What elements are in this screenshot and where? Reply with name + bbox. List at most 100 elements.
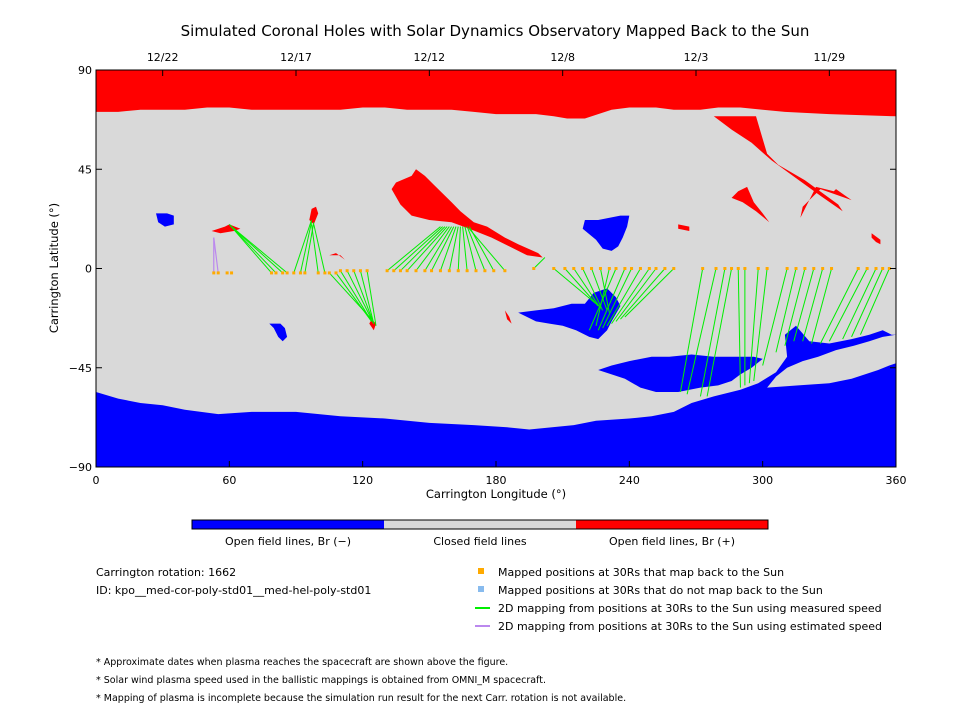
region-positive-9 xyxy=(504,310,512,324)
measured-mapping-line-55 xyxy=(762,268,788,366)
mapped-point-11 xyxy=(316,271,320,275)
measured-mapping-line-30 xyxy=(468,228,506,272)
mapped-point-14 xyxy=(334,271,338,275)
measured-mapping-line-13 xyxy=(353,270,375,324)
mapped-point-12 xyxy=(323,271,327,275)
mapped-point-38 xyxy=(572,267,576,270)
measured-mapping-line-37 xyxy=(599,268,610,313)
measured-mapping-line-0 xyxy=(228,224,272,274)
mapped-point-20 xyxy=(385,269,389,273)
legend-unmapped-label: Mapped positions at 30Rs that do not map… xyxy=(498,584,823,597)
measured-mapping-line-43 xyxy=(611,268,650,324)
region-positive-1 xyxy=(713,116,843,212)
mapped-point-39 xyxy=(581,267,585,270)
measured-mapping-line-24 xyxy=(448,226,459,271)
measured-mapping-line-26 xyxy=(462,226,468,271)
region-negative-13 xyxy=(598,354,763,392)
measured-mapping-line-34 xyxy=(573,268,601,309)
region-negative-16 xyxy=(582,215,630,251)
measured-mapping-line-53 xyxy=(748,268,759,384)
measured-mapping-line-32 xyxy=(553,268,597,305)
mapped-point-47 xyxy=(647,267,651,270)
mapped-point-27 xyxy=(438,269,442,273)
colorbar-label-closed: Closed field lines xyxy=(433,535,527,548)
mapped-point-63 xyxy=(821,267,825,270)
mapped-point-54 xyxy=(730,267,734,270)
y-tick-label-3: 45 xyxy=(78,163,92,176)
carrington-rotation-text: Carrington rotation: 1662 xyxy=(96,566,236,579)
mapped-point-8 xyxy=(292,271,296,275)
measured-mapping-line-4 xyxy=(293,219,313,274)
mapped-point-4 xyxy=(270,271,274,275)
measured-mapping-line-16 xyxy=(386,226,441,272)
mapped-point-68 xyxy=(881,267,885,270)
measured-mapping-line-35 xyxy=(582,268,604,311)
legend-estimated-label: 2D mapping from positions at 30Rs to the… xyxy=(498,620,882,633)
mapped-point-24 xyxy=(414,269,418,273)
footnote-incomplete: * Mapping of plasma is incomplete becaus… xyxy=(96,693,626,704)
y-axis-label: Carrington Latitude (°) xyxy=(47,203,61,333)
mapped-point-64 xyxy=(830,267,834,270)
region-closed-14 xyxy=(767,334,896,388)
estimated-mapping-line-1 xyxy=(213,237,219,273)
measured-mapping-line-8 xyxy=(313,224,326,274)
x-tick-label-1: 60 xyxy=(222,474,236,487)
mapped-point-9 xyxy=(298,271,302,275)
measured-mapping-line-7 xyxy=(311,224,319,273)
region-positive-11 xyxy=(871,233,881,245)
mapped-point-23 xyxy=(405,269,409,273)
mapped-point-55 xyxy=(736,267,740,270)
region-positive-8 xyxy=(369,319,376,331)
measured-mapping-line-57 xyxy=(784,268,806,346)
region-positive-10 xyxy=(678,224,690,231)
legend-mapped-marker xyxy=(478,568,484,574)
y-tick-label-2: 0 xyxy=(85,263,92,276)
mapped-point-65 xyxy=(856,267,860,270)
mapped-point-34 xyxy=(503,269,507,273)
mapped-point-22 xyxy=(398,269,402,273)
mapped-point-42 xyxy=(607,267,611,270)
measured-mapping-line-51 xyxy=(737,268,741,388)
measured-mapping-line-23 xyxy=(439,226,457,271)
measured-mapping-line-60 xyxy=(811,268,833,344)
footnote-dates: * Approximate dates when plasma reaches … xyxy=(96,657,508,668)
measured-mapping-line-41 xyxy=(602,268,633,329)
colorbar-frame xyxy=(191,519,769,530)
coronal-hole-regions xyxy=(96,70,896,467)
measured-mapping-line-20 xyxy=(415,226,450,272)
colorbar-label-positive: Open field lines, Br (+) xyxy=(609,535,735,548)
measured-mapping-line-17 xyxy=(393,226,444,272)
mapped-point-49 xyxy=(663,267,667,270)
mapped-point-52 xyxy=(714,267,718,270)
measured-mapping-line-50 xyxy=(706,268,733,397)
x-tick-label-2: 120 xyxy=(352,474,373,487)
mapped-point-17 xyxy=(352,269,356,273)
measured-mapping-line-47 xyxy=(679,268,704,393)
x-axis-ticks: 0 60 120 180 240 300 360 xyxy=(93,461,907,487)
measured-mapping-line-12 xyxy=(346,270,375,324)
measured-mapping-line-40 xyxy=(597,268,626,331)
measured-mapping-line-38 xyxy=(595,268,610,326)
region-positive-5 xyxy=(211,224,241,234)
footnote-speed: * Solar wind plasma speed used in the ba… xyxy=(96,675,546,686)
mapped-point-58 xyxy=(765,267,769,270)
region-positive-3 xyxy=(391,169,543,258)
mapped-point-57 xyxy=(756,267,760,270)
mapped-point-5 xyxy=(274,271,278,275)
measured-mapping-line-46 xyxy=(624,268,675,318)
mapped-point-3 xyxy=(230,271,234,275)
measured-mapping-line-11 xyxy=(340,270,372,322)
measured-mapping-line-14 xyxy=(359,270,375,324)
mapped-point-30 xyxy=(465,269,469,273)
mapped-point-46 xyxy=(638,267,642,270)
mapped-point-56 xyxy=(743,267,747,270)
measured-mapping-line-22 xyxy=(431,226,455,271)
mapped-point-44 xyxy=(623,267,627,270)
measured-mapping-line-21 xyxy=(424,226,452,271)
measured-mapping-line-39 xyxy=(588,268,617,331)
colorbar-label-negative: Open field lines, Br (−) xyxy=(225,535,351,548)
measured-mapping-line-42 xyxy=(606,268,641,327)
x-tick-label-5: 300 xyxy=(752,474,773,487)
mapped-point-33 xyxy=(492,269,496,273)
